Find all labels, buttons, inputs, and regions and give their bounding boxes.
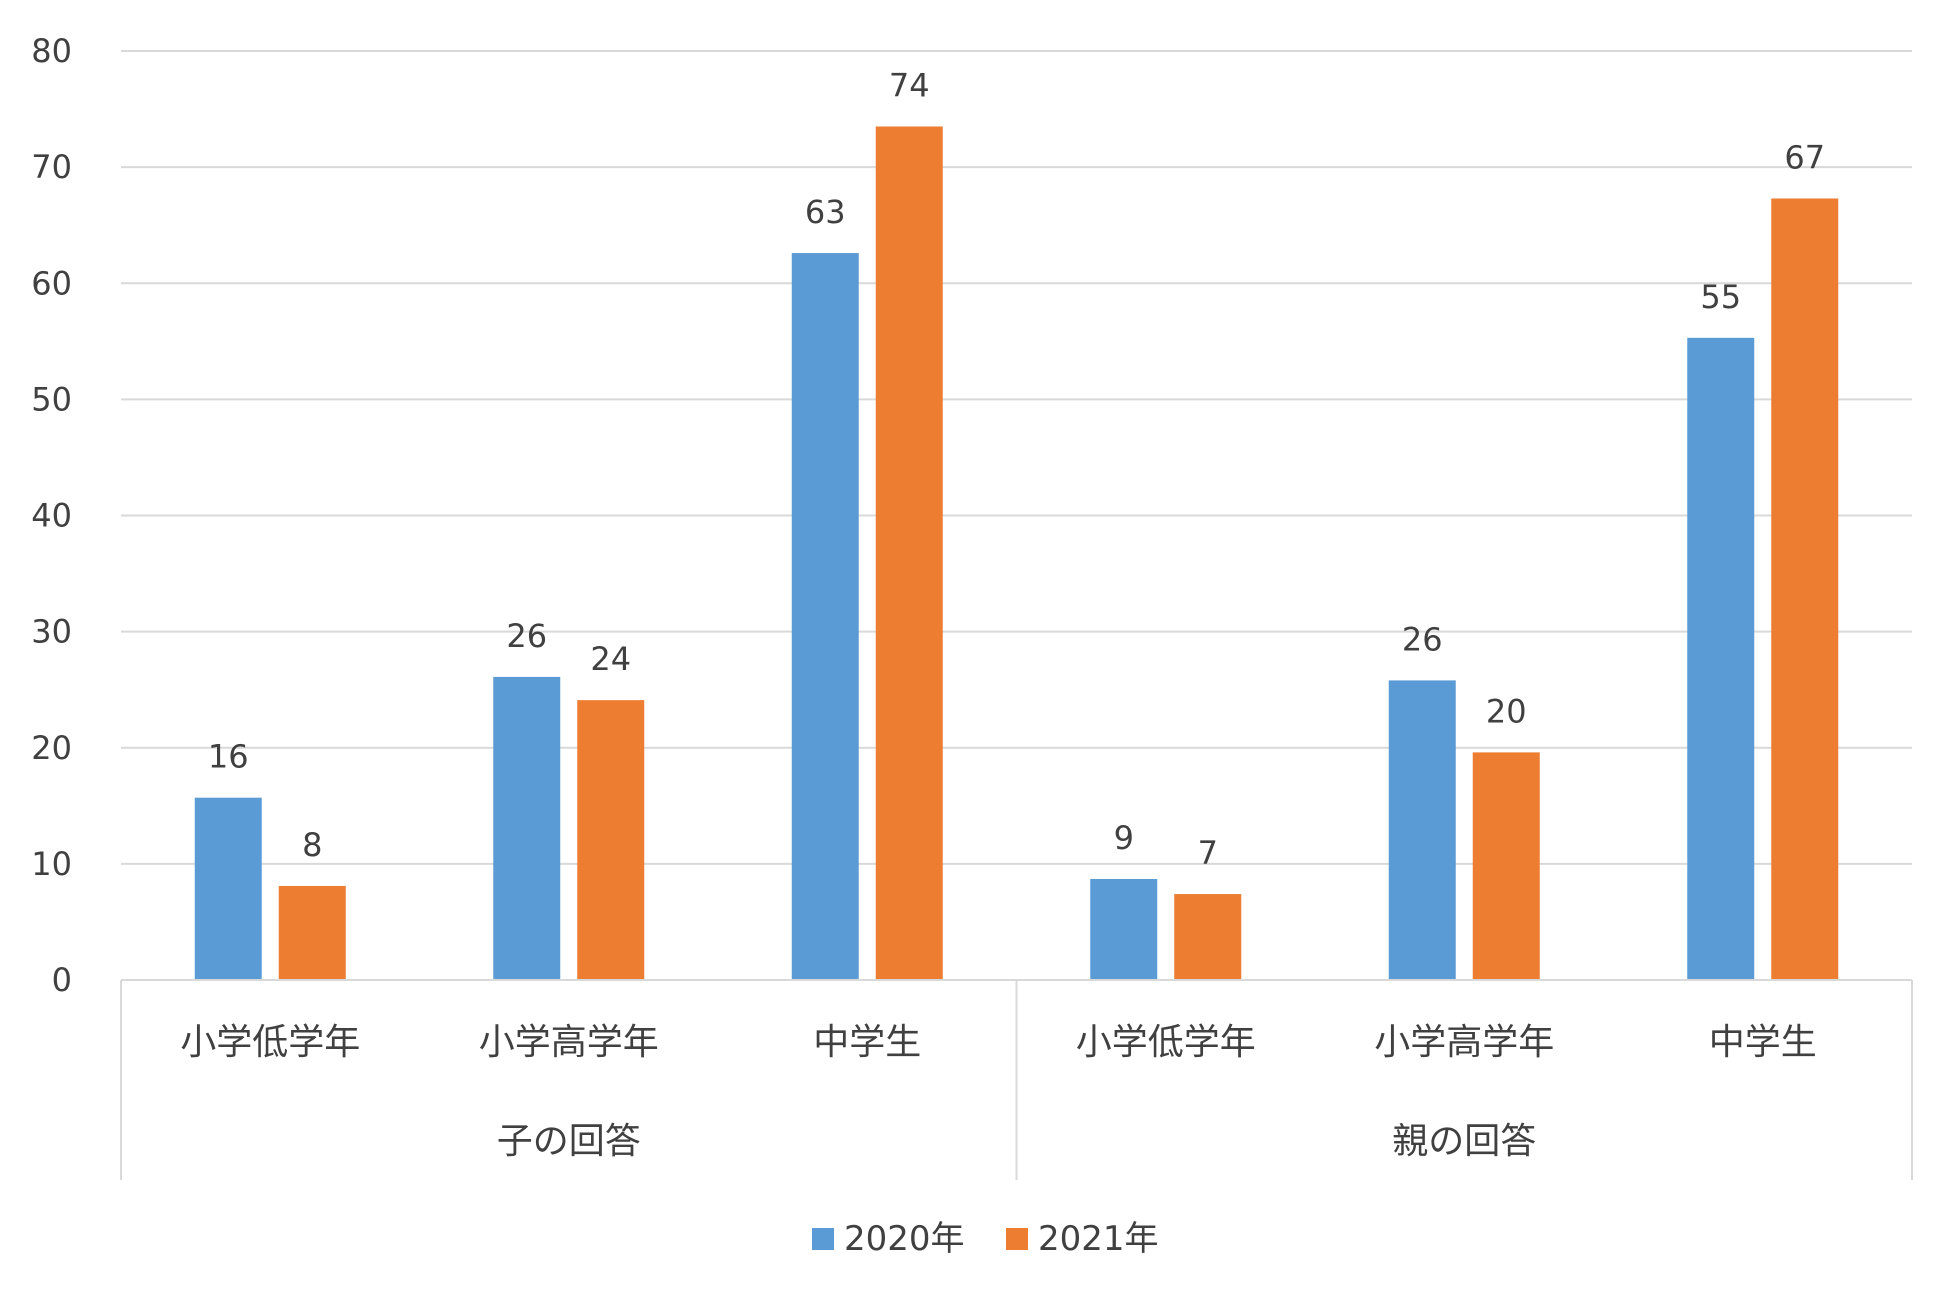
data-label: 7 [1198,834,1218,872]
data-label: 67 [1784,138,1825,176]
legend-swatch [1006,1228,1028,1250]
gridlines [121,50,1912,865]
bar [1472,752,1540,980]
bar [791,253,859,980]
category-label: 中学生 [813,1022,921,1063]
legend: 2020年 2021年 [812,1219,1159,1259]
data-label: 9 [1114,819,1134,857]
y-tick-label: 0 [52,961,72,999]
category-label: 中学生 [1709,1022,1817,1063]
legend-label: 2021年 [1038,1219,1159,1259]
group-label: 親の回答 [1392,1121,1536,1162]
y-tick-label: 40 [31,497,72,535]
y-tick-label: 50 [31,380,72,418]
group-label: 子の回答 [497,1121,641,1162]
data-label: 24 [590,640,631,678]
category-label: 小学高学年 [479,1022,659,1063]
bar [1771,198,1839,980]
y-tick-label: 70 [31,148,72,186]
y-tick-label: 30 [31,613,72,651]
data-label: 16 [208,738,249,776]
bar [875,126,943,980]
data-label: 74 [889,66,930,104]
y-tick-label: 20 [31,729,72,767]
bar [1388,680,1456,980]
data-label: 63 [805,193,846,231]
y-tick-label: 10 [31,845,72,883]
bar [1174,894,1242,980]
data-labels: 16 26 63 9 26 55 8 24 74 7 20 67 [208,66,1825,872]
category-label: 小学低学年 [1076,1022,1256,1063]
bar [1090,878,1158,980]
data-label: 26 [1402,620,1443,658]
category-label: 小学高学年 [1374,1022,1554,1063]
bar [278,885,346,980]
data-label: 55 [1700,278,1741,316]
legend-swatch [812,1228,834,1250]
bar [194,797,262,980]
bar [577,700,645,980]
bar [1687,337,1755,980]
y-axis-ticks: 0 10 20 30 40 50 60 70 80 [31,32,72,999]
data-label: 20 [1486,692,1527,730]
bars [194,126,1839,980]
data-label: 8 [302,826,322,864]
bar [493,676,561,980]
y-tick-label: 80 [31,32,72,70]
legend-label: 2020年 [844,1219,965,1259]
data-label: 26 [506,617,547,655]
category-label: 小学低学年 [180,1022,360,1063]
y-tick-label: 60 [31,264,72,302]
